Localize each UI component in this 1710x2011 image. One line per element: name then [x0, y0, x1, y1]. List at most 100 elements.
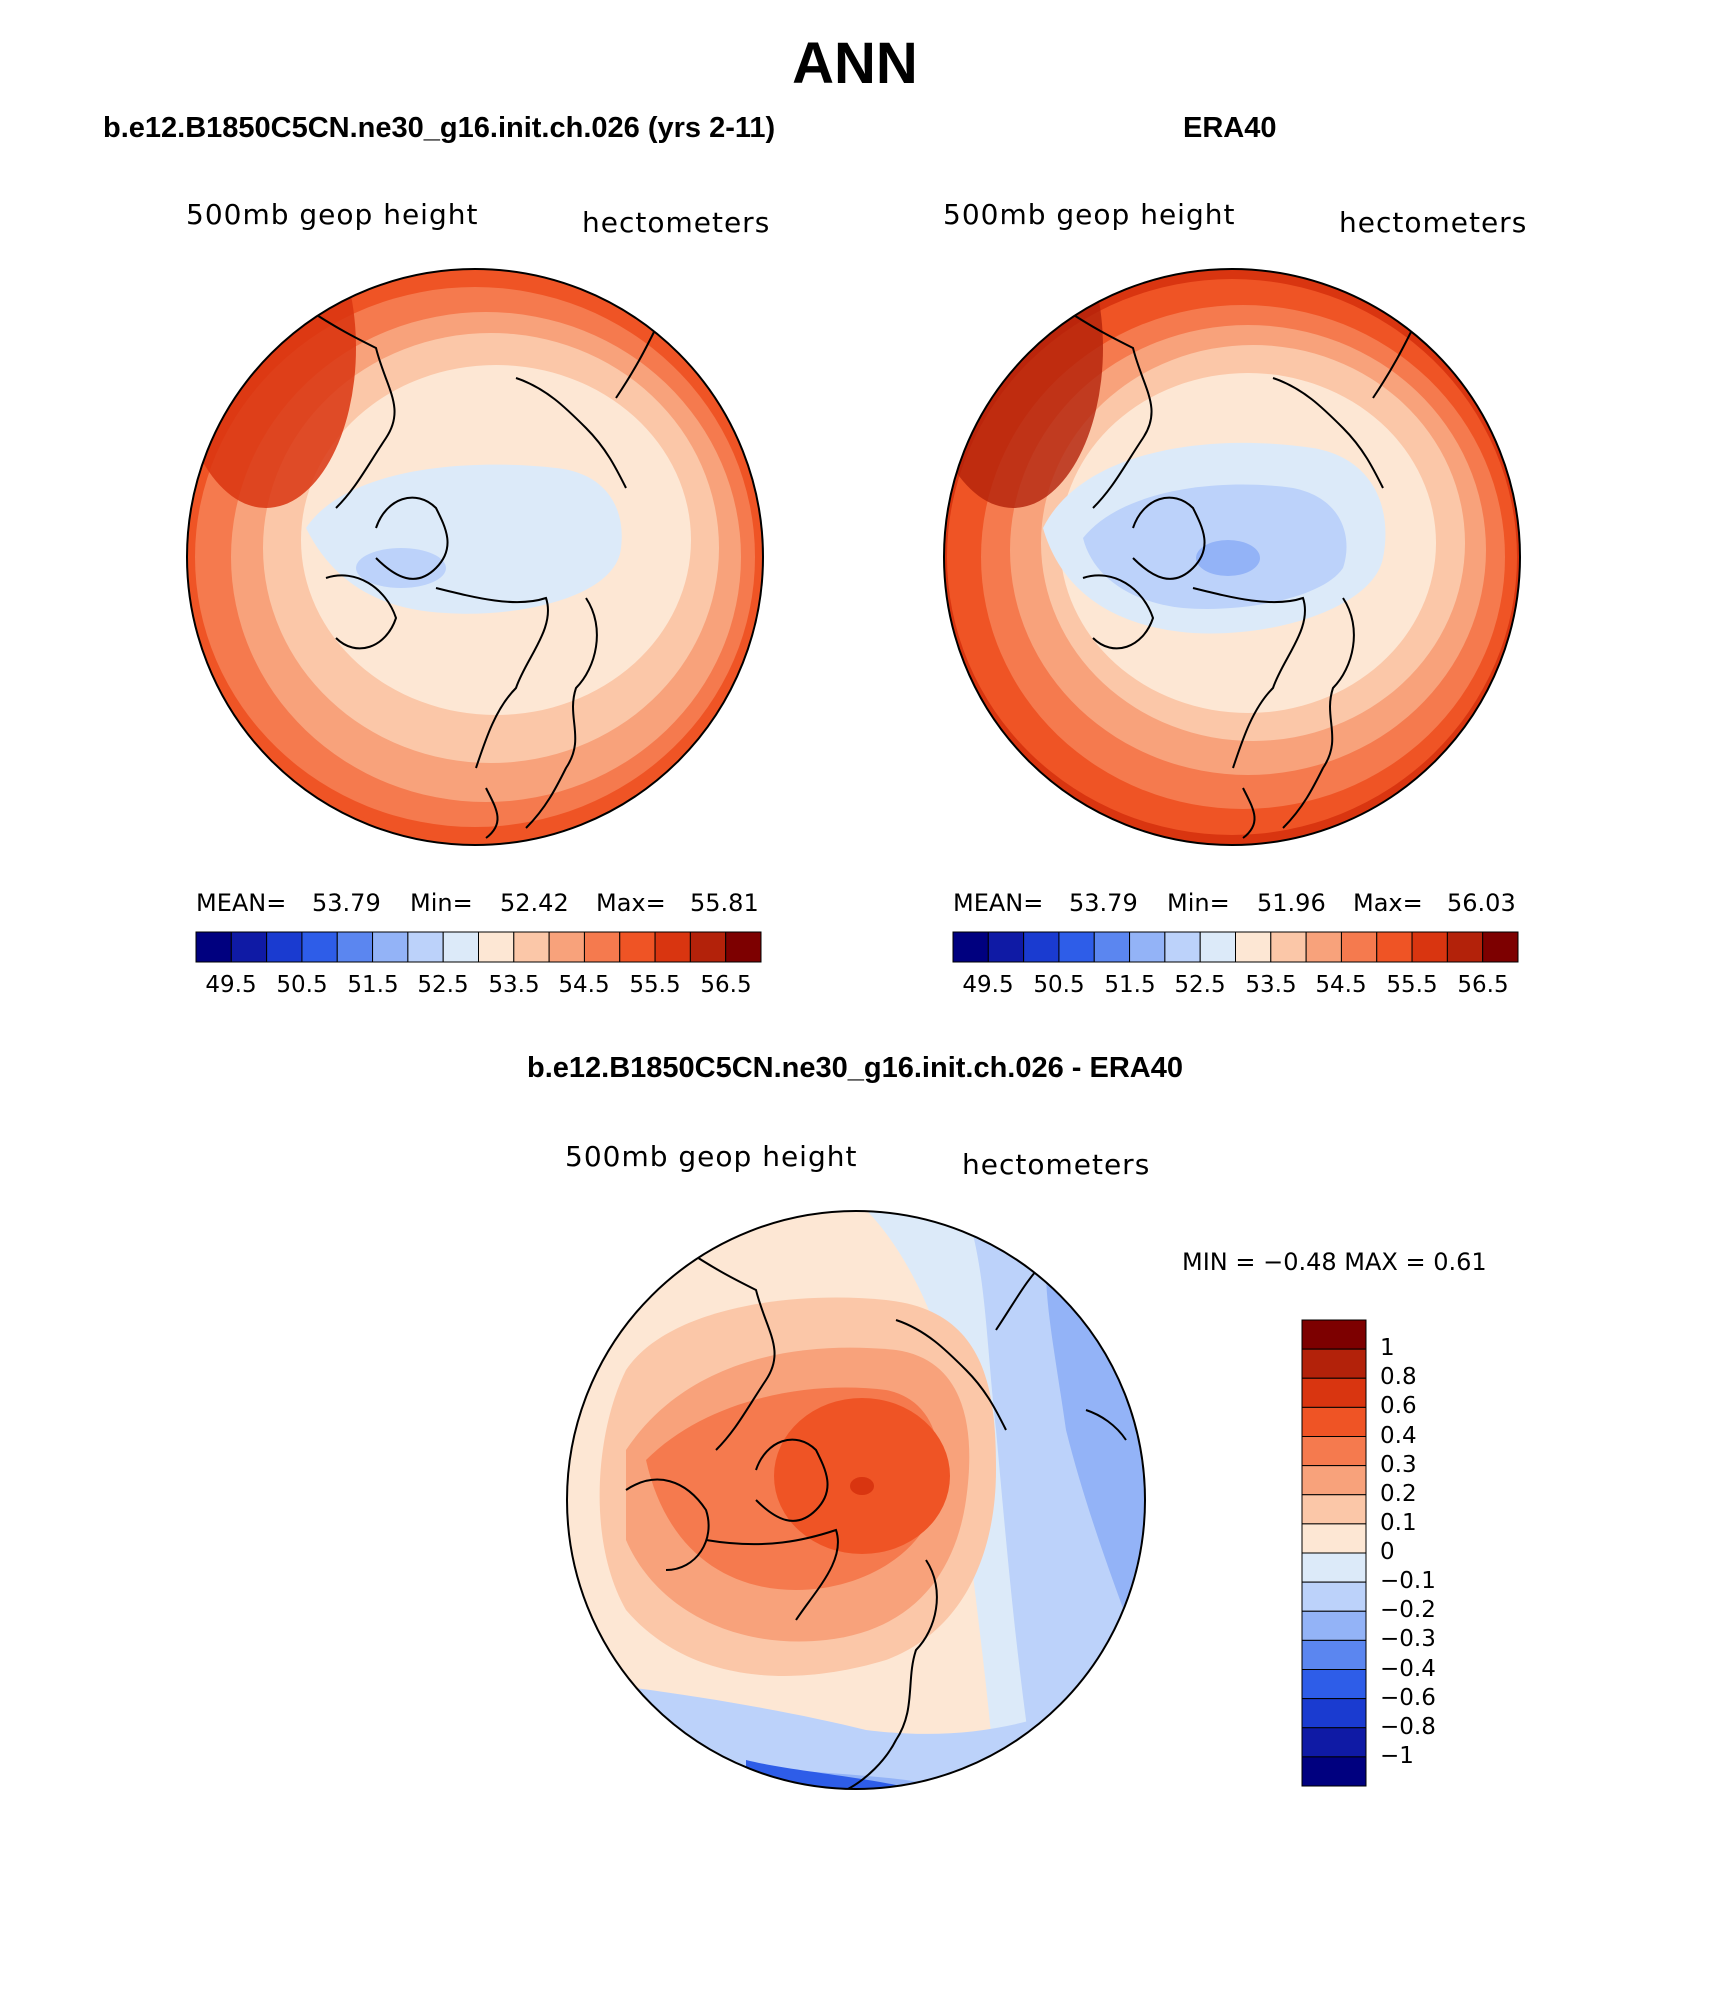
panel2-tick: 51.5: [1104, 972, 1156, 998]
panel1-colorbar-box: [548, 931, 585, 963]
panel1-tick: 50.5: [276, 972, 328, 998]
panel3-tick: −0.8: [1380, 1713, 1436, 1740]
panel3-colorbar-box: [1301, 1377, 1367, 1408]
panel1-tick: 52.5: [417, 972, 469, 998]
panel1-colorbar-box: [654, 931, 691, 963]
panel2-max-label: Max=: [1353, 889, 1423, 917]
panel1-units-label: hectometers: [582, 206, 771, 239]
panel2-tick: 54.5: [1315, 972, 1367, 998]
panel2-colorbar-box: [1199, 931, 1237, 963]
panel1-colorbar-box: [407, 931, 444, 963]
panel3-tick: 0.4: [1380, 1422, 1417, 1449]
panel3-colorbar-box: [1301, 1494, 1367, 1525]
panel3-colorbar-box: [1301, 1669, 1367, 1700]
panel3-colorbar-box: [1301, 1552, 1367, 1583]
panel1-tick: 51.5: [347, 972, 399, 998]
panel1-tick: 54.5: [558, 972, 610, 998]
panel2-tick: 53.5: [1245, 972, 1297, 998]
panel1-colorbar: [195, 931, 762, 963]
panel2-colorbar-box: [1411, 931, 1448, 963]
panel3-tick: 1: [1380, 1335, 1395, 1362]
panel2-field-label: 500mb geop height: [943, 198, 1236, 231]
panel2-colorbar-box: [952, 931, 989, 963]
panel1-colorbar-box: [619, 931, 656, 963]
panel1-colorbar-box: [195, 931, 232, 963]
panel3-units-label: hectometers: [962, 1148, 1151, 1181]
panel1-colorbar-box: [301, 931, 338, 963]
panel2-colorbar-box: [1129, 931, 1166, 963]
panel1-tick: 49.5: [205, 972, 257, 998]
panel1-polar-map: [186, 268, 764, 846]
panel3-colorbar-box: [1301, 1348, 1367, 1379]
panel3-tick: −1: [1380, 1742, 1414, 1769]
panel1-colorbar-box: [336, 931, 374, 963]
panel2-colorbar-box: [1305, 931, 1342, 963]
panel2-mean-label: MEAN=: [953, 889, 1044, 917]
panel3-tick: 0.1: [1380, 1509, 1417, 1536]
panel3-tick: 0: [1380, 1539, 1395, 1565]
panel1-title: b.e12.B1850C5CN.ne30_g16.init.ch.026 (yr…: [103, 112, 776, 144]
panel3-tick: 0.8: [1380, 1364, 1417, 1391]
panel1-field-label: 500mb geop height: [186, 198, 479, 231]
panel2-units-label: hectometers: [1339, 206, 1528, 239]
panel3-colorbar-box: [1301, 1523, 1367, 1554]
panel1-tick: 55.5: [629, 972, 681, 998]
panel3-tick: −0.6: [1380, 1684, 1436, 1711]
panel3-colorbar-box: [1301, 1727, 1367, 1758]
panel2-colorbar-box: [1023, 931, 1060, 963]
panel3-tick: 0.3: [1380, 1451, 1417, 1478]
panel2-tick: 49.5: [962, 972, 1014, 998]
panel3-polar-map: [566, 1210, 1146, 1790]
panel2-title: ERA40: [1183, 112, 1277, 144]
panel1-colorbar-box: [513, 931, 550, 963]
panel1-colorbar-box: [266, 931, 303, 963]
panel2-tick: 55.5: [1386, 972, 1438, 998]
panel3-colorbar-box: [1301, 1698, 1367, 1729]
panel2-colorbar-box: [1482, 931, 1519, 963]
panel3-colorbar-box: [1301, 1756, 1367, 1787]
panel1-min-label: Min=: [410, 889, 473, 917]
panel1-colorbar-box: [372, 931, 409, 963]
panel3-field-label: 500mb geop height: [565, 1140, 858, 1173]
panel3-colorbar-box: [1301, 1465, 1367, 1496]
panel3-colorbar-box: [1301, 1406, 1367, 1438]
panel1-mean-label: MEAN=: [196, 889, 287, 917]
panel2-colorbar: [952, 931, 1519, 963]
panel3-colorbar-box: [1301, 1639, 1367, 1671]
panel2-colorbar-ticks: 49.5 50.5 51.5 52.5 53.5 54.5 55.5 56.5: [953, 972, 1518, 1002]
panel3-colorbar-box: [1301, 1436, 1367, 1467]
panel1-tick: 56.5: [700, 972, 752, 998]
panel3-tick: 0.6: [1380, 1393, 1417, 1420]
panel2-colorbar-box: [1446, 931, 1484, 963]
panel2-colorbar-box: [1376, 931, 1413, 963]
figure-title: ANN: [792, 31, 918, 96]
panel1-max-label: Max=: [596, 889, 666, 917]
panel3-colorbar-box: [1301, 1610, 1367, 1641]
panel2-max-value: 56.03: [1447, 889, 1516, 917]
panel2-mean-value: 53.79: [1069, 889, 1138, 917]
panel3-colorbar-box: [1301, 1319, 1367, 1350]
panel2-colorbar-box: [987, 931, 1025, 963]
panel3-tick: −0.1: [1380, 1568, 1436, 1595]
panel3-colorbar-box: [1301, 1581, 1367, 1612]
panel1-colorbar-ticks: 49.5 50.5 51.5 52.5 53.5 54.5 55.5 56.5: [196, 972, 761, 1002]
panel2-tick: 50.5: [1033, 972, 1085, 998]
panel1-colorbar-box: [478, 931, 515, 963]
panel2-colorbar-box: [1270, 931, 1307, 963]
panel3-min-max-stats: MIN = −0.48 MAX = 0.61: [1182, 1248, 1487, 1276]
panel1-colorbar-box: [583, 931, 621, 963]
panel2-colorbar-box: [1235, 931, 1272, 963]
panel2-tick: 52.5: [1174, 972, 1226, 998]
panel1-colorbar-box: [442, 931, 480, 963]
panel3-tick: −0.2: [1380, 1597, 1436, 1624]
panel3-title: b.e12.B1850C5CN.ne30_g16.init.ch.026 - E…: [526, 1052, 1184, 1084]
panel1-colorbar-box: [689, 931, 727, 963]
panel1-colorbar-box: [725, 931, 762, 963]
panel2-colorbar-box: [1093, 931, 1131, 963]
panel3-tick: −0.3: [1380, 1626, 1436, 1653]
panel2-colorbar-box: [1164, 931, 1201, 963]
panel1-colorbar-box: [230, 931, 268, 963]
panel1-max-value: 55.81: [690, 889, 759, 917]
panel3-tick: −0.4: [1380, 1655, 1436, 1682]
panel2-min-value: 51.96: [1257, 889, 1326, 917]
